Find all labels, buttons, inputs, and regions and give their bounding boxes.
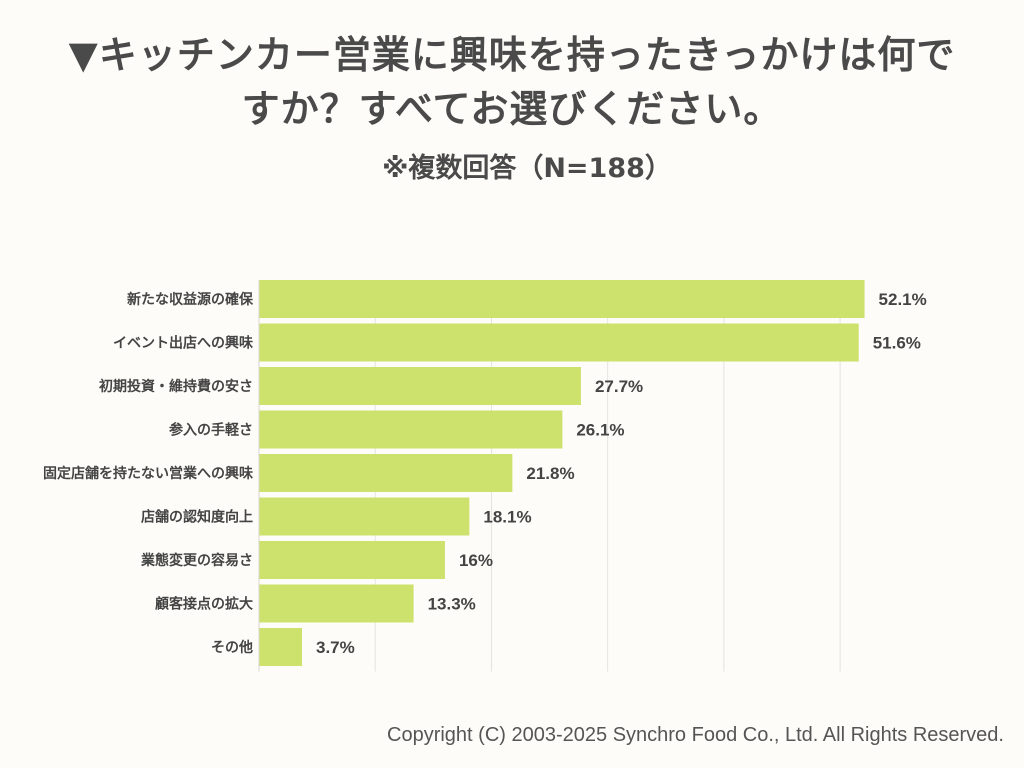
value-label: 3.7% bbox=[316, 638, 355, 657]
bar-chart: 新たな収益源の確保 52.1% イベント出店への興味 51.6% 初期投資・維持費の安さ… bbox=[43, 280, 927, 672]
category-label: 業態変更の容易さ bbox=[140, 552, 253, 569]
category-label: 初期投資・維持費の安さ bbox=[99, 378, 253, 395]
value-label: 21.8% bbox=[526, 464, 574, 483]
category-label: その他 bbox=[211, 639, 253, 656]
value-label: 13.3% bbox=[428, 595, 476, 614]
copyright-notice: Copyright (C) 2003-2025 Synchro Food Co.… bbox=[387, 724, 1004, 746]
chart-title: ▼キッチンカー営業に興味を持ったきっかけは何で すか？すべてお選びください。 bbox=[0, 28, 1024, 136]
value-label: 16% bbox=[459, 551, 493, 570]
bar bbox=[259, 410, 563, 449]
chart-subtitle: ※複数回答（N=188） bbox=[382, 153, 672, 184]
value-label: 18.1% bbox=[483, 508, 531, 527]
value-label: 26.1% bbox=[576, 421, 624, 440]
chart-title-line2: すか？すべてお選びください。 bbox=[241, 87, 783, 131]
value-label: 51.6% bbox=[873, 334, 921, 353]
value-label: 27.7% bbox=[595, 377, 643, 396]
chart-title-line1: ▼キッチンカー営業に興味を持ったきっかけは何で bbox=[68, 33, 956, 77]
bar bbox=[259, 628, 303, 666]
bar bbox=[259, 497, 470, 536]
category-label: 店舗の認知度向上 bbox=[141, 509, 253, 526]
category-label: 新たな収益源の確保 bbox=[127, 291, 254, 308]
category-label: 固定店舗を持たない営業への興味 bbox=[43, 465, 253, 482]
bar bbox=[259, 280, 865, 318]
value-label: 52.1% bbox=[879, 290, 927, 309]
bar bbox=[259, 323, 859, 362]
bar bbox=[259, 541, 445, 579]
category-label: 顧客接点の拡大 bbox=[155, 596, 253, 613]
category-label: イベント出店への興味 bbox=[113, 335, 253, 352]
bar bbox=[259, 454, 513, 492]
bar bbox=[259, 584, 414, 623]
category-label: 参入の手軽さ bbox=[169, 422, 253, 439]
bar bbox=[259, 367, 581, 405]
